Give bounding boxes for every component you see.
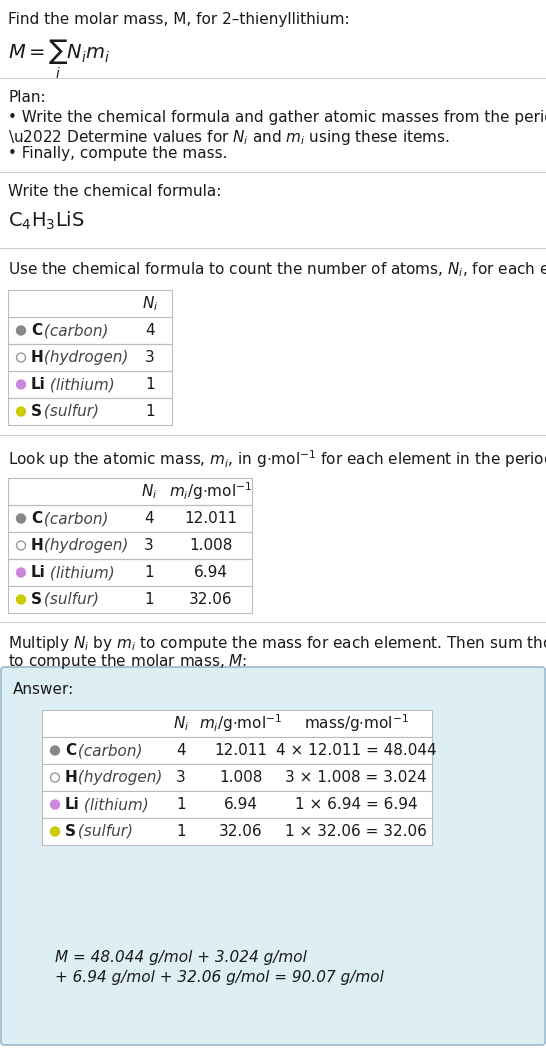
Text: • Finally, compute the mass.: • Finally, compute the mass. (8, 147, 228, 161)
Text: S: S (31, 404, 42, 419)
Text: $N_i$: $N_i$ (173, 715, 189, 733)
Bar (8, 505, 252, 532)
Bar (8, 479, 252, 505)
Text: 32.06: 32.06 (189, 592, 233, 607)
Text: + 6.94 g/mol + 32.06 g/mol = 90.07 g/mol: + 6.94 g/mol + 32.06 g/mol = 90.07 g/mol (55, 970, 384, 985)
Circle shape (50, 800, 60, 809)
Text: (carbon): (carbon) (39, 323, 109, 338)
Text: H: H (31, 538, 44, 553)
Bar (42, 737, 432, 764)
Text: H: H (31, 350, 44, 365)
Text: Multiply $N_i$ by $m_i$ to compute the mass for each element. Then sum those val: Multiply $N_i$ by $m_i$ to compute the m… (8, 635, 546, 653)
Text: (lithium): (lithium) (45, 377, 115, 392)
Text: S: S (65, 824, 76, 839)
Text: 4 × 12.011 = 48.044: 4 × 12.011 = 48.044 (276, 743, 436, 758)
Text: Find the molar mass, M, for 2–thienyllithium:: Find the molar mass, M, for 2–thienyllit… (8, 12, 349, 27)
Bar (8, 586, 252, 613)
Text: S: S (31, 592, 42, 607)
Text: • Write the chemical formula and gather atomic masses from the periodic table.: • Write the chemical formula and gather … (8, 110, 546, 125)
Circle shape (16, 596, 26, 604)
Text: 1.008: 1.008 (189, 538, 233, 553)
Text: M = 48.044 g/mol + 3.024 g/mol: M = 48.044 g/mol + 3.024 g/mol (55, 950, 307, 965)
Bar (8, 317, 172, 344)
Text: to compute the molar mass, $M$:: to compute the molar mass, $M$: (8, 652, 247, 671)
Text: (hydrogen): (hydrogen) (39, 538, 128, 553)
Text: 3: 3 (176, 770, 186, 785)
Text: $M = \sum_i N_i m_i$: $M = \sum_i N_i m_i$ (8, 38, 110, 81)
Circle shape (16, 353, 26, 362)
Text: 1: 1 (176, 797, 186, 812)
Text: C: C (65, 743, 76, 758)
Bar (42, 710, 432, 737)
Text: 1 × 6.94 = 6.94: 1 × 6.94 = 6.94 (295, 797, 417, 812)
Text: 4: 4 (145, 323, 155, 338)
Text: Look up the atomic mass, $m_i$, in g$\cdot$mol$^{-1}$ for each element in the pe: Look up the atomic mass, $m_i$, in g$\cd… (8, 448, 546, 470)
Text: 1: 1 (145, 404, 155, 419)
Text: (sulfur): (sulfur) (39, 404, 99, 419)
Text: 3: 3 (144, 538, 154, 553)
Text: Plan:: Plan: (8, 90, 46, 105)
Text: (lithium): (lithium) (45, 565, 115, 580)
Text: 3: 3 (145, 350, 155, 365)
Circle shape (16, 380, 26, 389)
Circle shape (50, 827, 60, 836)
Text: $N_i$: $N_i$ (141, 482, 157, 501)
Text: (lithium): (lithium) (79, 797, 149, 812)
Text: 3 × 1.008 = 3.024: 3 × 1.008 = 3.024 (285, 770, 427, 785)
Text: Use the chemical formula to count the number of atoms, $N_i$, for each element:: Use the chemical formula to count the nu… (8, 260, 546, 278)
Text: 32.06: 32.06 (219, 824, 263, 839)
Bar (8, 559, 252, 586)
Bar (8, 290, 172, 317)
Circle shape (16, 407, 26, 416)
Circle shape (16, 568, 26, 577)
Text: 6.94: 6.94 (194, 565, 228, 580)
Text: 1: 1 (176, 824, 186, 839)
Text: Li: Li (31, 377, 46, 392)
Text: \u2022 Determine values for $N_i$ and $m_i$ using these items.: \u2022 Determine values for $N_i$ and $m… (8, 128, 450, 147)
FancyBboxPatch shape (1, 667, 545, 1045)
Bar (8, 398, 172, 425)
Bar (42, 818, 432, 845)
Text: $m_i$/g$\cdot$mol$^{-1}$: $m_i$/g$\cdot$mol$^{-1}$ (169, 481, 253, 503)
Text: 4: 4 (176, 743, 186, 758)
Text: 1: 1 (144, 565, 154, 580)
Text: mass/g$\cdot$mol$^{-1}$: mass/g$\cdot$mol$^{-1}$ (304, 713, 408, 735)
Text: 1 × 32.06 = 32.06: 1 × 32.06 = 32.06 (285, 824, 427, 839)
Text: 1: 1 (145, 377, 155, 392)
Text: (carbon): (carbon) (73, 743, 143, 758)
Text: Answer:: Answer: (13, 682, 74, 697)
Text: C: C (31, 323, 42, 338)
Text: 12.011: 12.011 (215, 743, 268, 758)
Circle shape (50, 746, 60, 755)
Text: Li: Li (65, 797, 80, 812)
Text: $\mathregular{C_4H_3LiS}$: $\mathregular{C_4H_3LiS}$ (8, 210, 85, 232)
Text: (hydrogen): (hydrogen) (73, 770, 162, 785)
Text: 4: 4 (144, 511, 154, 526)
Text: (sulfur): (sulfur) (73, 824, 133, 839)
Circle shape (16, 541, 26, 550)
Bar (8, 344, 172, 371)
Text: H: H (65, 770, 78, 785)
Text: $N_i$: $N_i$ (142, 294, 158, 313)
Text: (sulfur): (sulfur) (39, 592, 99, 607)
Circle shape (16, 514, 26, 523)
Text: 6.94: 6.94 (224, 797, 258, 812)
Circle shape (16, 326, 26, 335)
Text: 12.011: 12.011 (185, 511, 238, 526)
Text: (carbon): (carbon) (39, 511, 109, 526)
Bar (42, 764, 432, 790)
Text: C: C (31, 511, 42, 526)
Bar (42, 790, 432, 818)
Text: (hydrogen): (hydrogen) (39, 350, 128, 365)
Text: 1.008: 1.008 (219, 770, 263, 785)
Bar (8, 371, 172, 398)
Text: Write the chemical formula:: Write the chemical formula: (8, 184, 221, 199)
Text: Li: Li (31, 565, 46, 580)
Text: $m_i$/g$\cdot$mol$^{-1}$: $m_i$/g$\cdot$mol$^{-1}$ (199, 713, 283, 735)
Text: 1: 1 (144, 592, 154, 607)
Circle shape (50, 773, 60, 782)
Bar (8, 532, 252, 559)
